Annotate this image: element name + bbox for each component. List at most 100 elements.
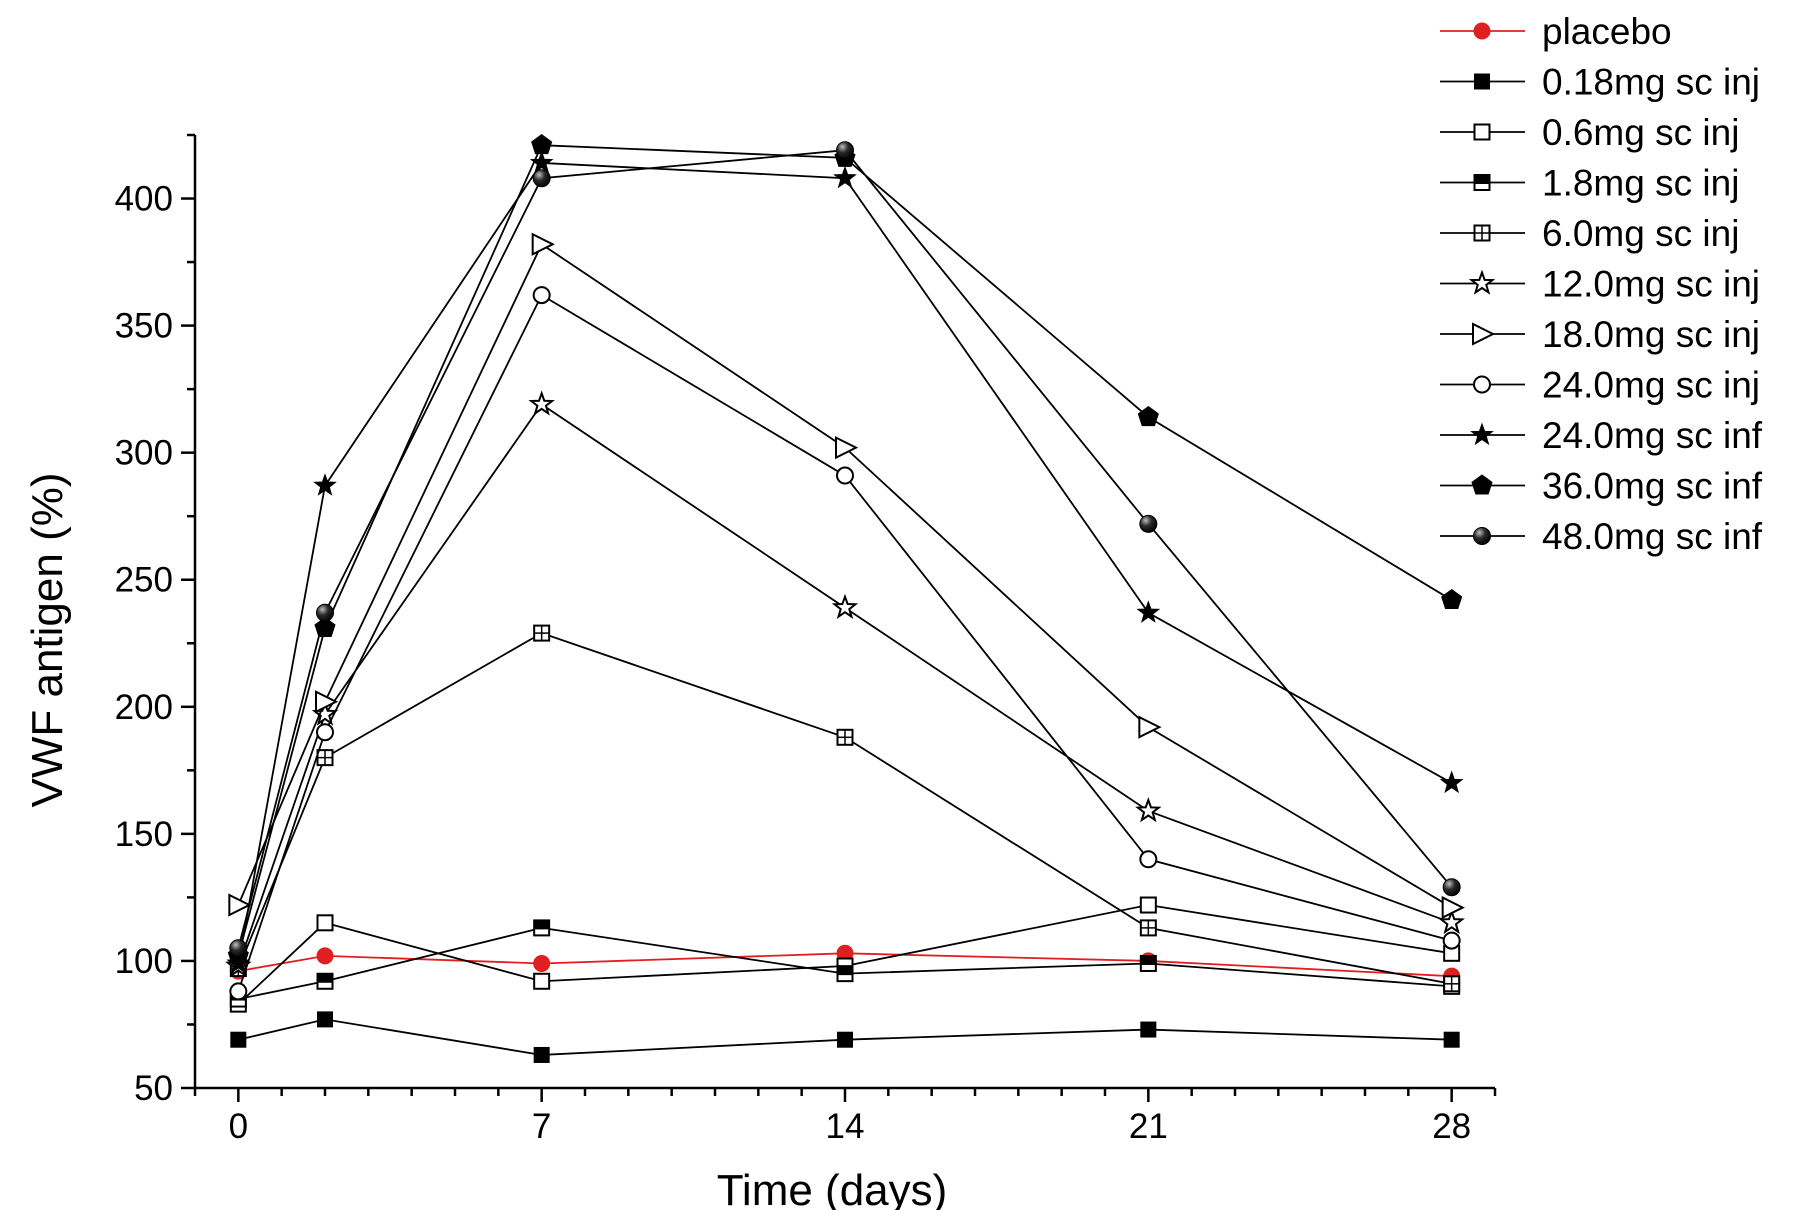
data-point [1441,895,1465,920]
legend-marker [1474,73,1490,90]
data-point [316,723,334,742]
data-point [316,972,334,990]
data-point [1443,975,1461,993]
legend-label: 0.6mg sc inj [1542,112,1739,153]
data-point [1139,954,1157,972]
legend-item: 1.8mg sc inj [1440,163,1739,204]
y-tick-label: 300 [115,434,173,473]
axes: 50 100 150 200 250 300 350 400 0 7 14 21 28 [115,133,1497,1146]
data-point [316,947,334,965]
y-tick-label: 400 [115,180,173,219]
legend-item: 48.0mg sc inf [1440,516,1763,557]
data-point [1139,514,1158,533]
data-point [528,390,555,416]
data-point [316,749,334,767]
x-tick-label: 0 [229,1107,248,1146]
legend: placebo 0.18mg sc inj 0.6mg sc inj 1.8mg sc… [1440,11,1763,557]
legend-item: 24.0mg sc inf [1440,415,1763,456]
data-point [533,972,551,990]
data-point [1138,715,1162,739]
series-line [237,403,1452,967]
legend-label: 36.0mg sc inf [1542,466,1763,507]
legend-label: 6.0mg sc inj [1542,213,1739,254]
series-line [237,293,1452,992]
series-line [237,632,1452,985]
series-line [237,144,1453,957]
data-point [1439,770,1464,794]
data-point [836,965,854,983]
x-tick-label: 21 [1129,1107,1168,1146]
series-6 [228,232,1465,920]
x-tick-label: 28 [1432,1107,1471,1146]
legend-label: 0.18mg sc inj [1542,62,1760,103]
data-point [317,1011,333,1028]
legend-marker [1470,422,1494,446]
series-line [237,149,1453,949]
data-point [835,435,859,460]
legend-marker [1472,322,1496,346]
y-tick-label: 250 [115,561,173,600]
series-layer [225,134,1465,1063]
legend-item: placebo [1440,11,1672,52]
series-4 [229,624,1461,993]
legend-label: placebo [1542,11,1672,52]
legend-marker [1473,224,1491,242]
series-2 [229,896,1461,1013]
data-point [532,169,551,188]
series-1 [230,1011,1460,1063]
data-point [1136,600,1161,623]
data-point [533,919,551,937]
x-tick-label: 14 [826,1107,865,1146]
data-point [1442,931,1461,950]
legend-marker [1473,22,1491,40]
data-point [1139,896,1157,914]
legend-item: 0.6mg sc inj [1440,112,1739,153]
series-7 [229,286,1461,1001]
data-point [228,893,252,917]
legend-marker [1473,123,1491,141]
legend-marker [1473,527,1491,545]
series-line [237,904,1452,1005]
legend-item: 24.0mg sc inj [1440,365,1760,406]
data-point [316,603,334,622]
legend-label: 24.0mg sc inj [1542,365,1760,406]
y-tick-label: 150 [115,815,173,854]
x-axis-title: Time (days) [717,1166,948,1210]
data-point [230,1031,247,1048]
legend-label: 18.0mg sc inj [1542,314,1760,355]
data-point [1139,919,1157,937]
legend-label: 1.8mg sc inj [1542,163,1739,204]
y-tick-label: 100 [115,942,173,981]
series-10 [229,141,1461,958]
data-point [1442,878,1461,897]
data-point [1139,850,1158,869]
series-line [238,926,1452,1000]
data-point [532,286,551,305]
data-point [1443,1031,1460,1048]
y-tick-label: 350 [115,307,173,346]
data-point [315,690,339,714]
data-point [531,232,555,256]
data-point [229,982,248,1001]
data-point [1137,405,1159,427]
data-point [313,473,337,496]
series-8 [226,150,1464,974]
legend-label: 24.0mg sc inf [1542,415,1763,456]
series-line [237,162,1453,964]
legend-item: 0.18mg sc inj [1440,62,1760,103]
data-point [533,954,551,972]
data-point [533,624,551,642]
data-point [837,1031,853,1048]
y-tick-label: 200 [115,688,173,727]
data-point [1441,588,1463,610]
data-point [533,1046,550,1063]
data-point [1140,1021,1157,1038]
legend-marker [1473,174,1491,191]
legend-marker [1468,269,1496,295]
legend-item: 6.0mg sc inj [1440,213,1739,254]
legend-marker [1471,474,1493,495]
legend-item: 18.0mg sc inj [1440,314,1760,355]
data-point [831,593,859,619]
legend-item: 12.0mg sc inj [1440,264,1760,305]
